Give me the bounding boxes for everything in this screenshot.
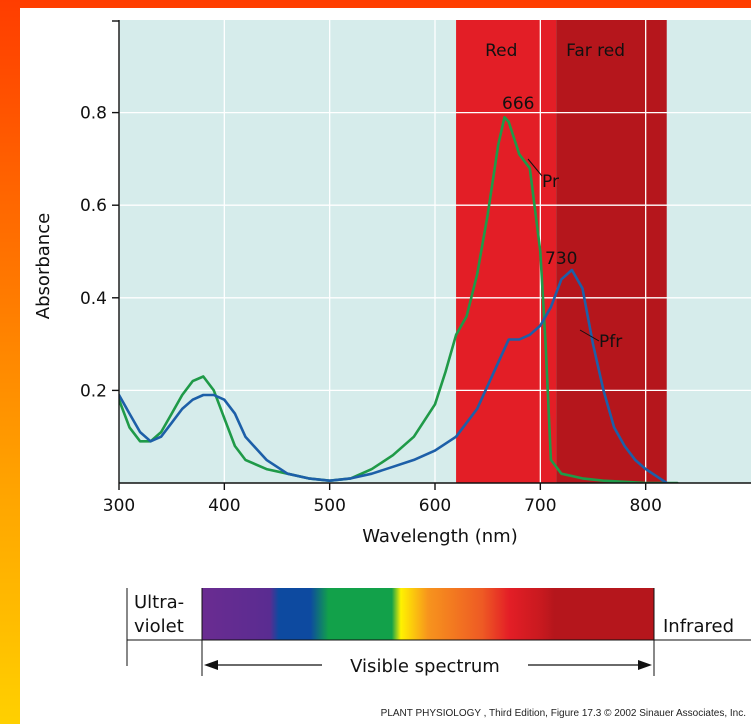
y-tick-label-0.2: 0.2 xyxy=(80,381,107,401)
absorbance-chart: Red Far red 300 400 500 600 700 800 0.2 0.4 0.6 0.… xyxy=(33,20,751,719)
band-label-far-red: Far red xyxy=(566,41,625,61)
visible-spectrum-label: Visible spectrum xyxy=(350,656,500,677)
figure-stage: Red Far red 300 400 500 600 700 800 0.2 0.4 0.6 0.… xyxy=(20,8,751,724)
y-tick-label-0.6: 0.6 xyxy=(80,196,107,216)
pr-leader-line xyxy=(527,158,543,177)
figure-caption: PLANT PHYSIOLOGY , Third Edition, Figure… xyxy=(381,708,746,719)
peak-label-666: 666 xyxy=(502,94,534,114)
series-line-pfr xyxy=(119,268,668,483)
band-label-red: Red xyxy=(485,41,517,61)
x-tick-label-400: 400 xyxy=(208,496,240,516)
band-far-red xyxy=(556,20,667,483)
pfr-leader-line xyxy=(579,329,600,342)
arrowhead-left xyxy=(204,660,218,670)
y-tick-label-0.8: 0.8 xyxy=(80,104,107,124)
x-tick-label-300: 300 xyxy=(103,496,135,516)
x-axis-title: Wavelength (nm) xyxy=(362,526,518,547)
peak-label-730: 730 xyxy=(545,249,577,269)
x-tick-label-600: 600 xyxy=(419,496,451,516)
series-line-pr xyxy=(119,115,679,483)
x-tick-label-700: 700 xyxy=(524,496,556,516)
series-label-pr: Pr xyxy=(542,172,559,192)
infrared-label: Infrared xyxy=(663,616,734,637)
ultraviolet-label-line2: violet xyxy=(134,616,184,637)
y-axis-title: Absorbance xyxy=(33,213,54,319)
y-tick-label-0.4: 0.4 xyxy=(80,289,107,309)
arrowhead-right xyxy=(638,660,652,670)
ultraviolet-label-line1: Ultra- xyxy=(134,592,184,613)
x-tick-label-800: 800 xyxy=(629,496,661,516)
x-tick-label-500: 500 xyxy=(313,496,345,516)
visible-spectrum-bar xyxy=(202,588,654,640)
series-label-pfr: Pfr xyxy=(599,332,622,352)
